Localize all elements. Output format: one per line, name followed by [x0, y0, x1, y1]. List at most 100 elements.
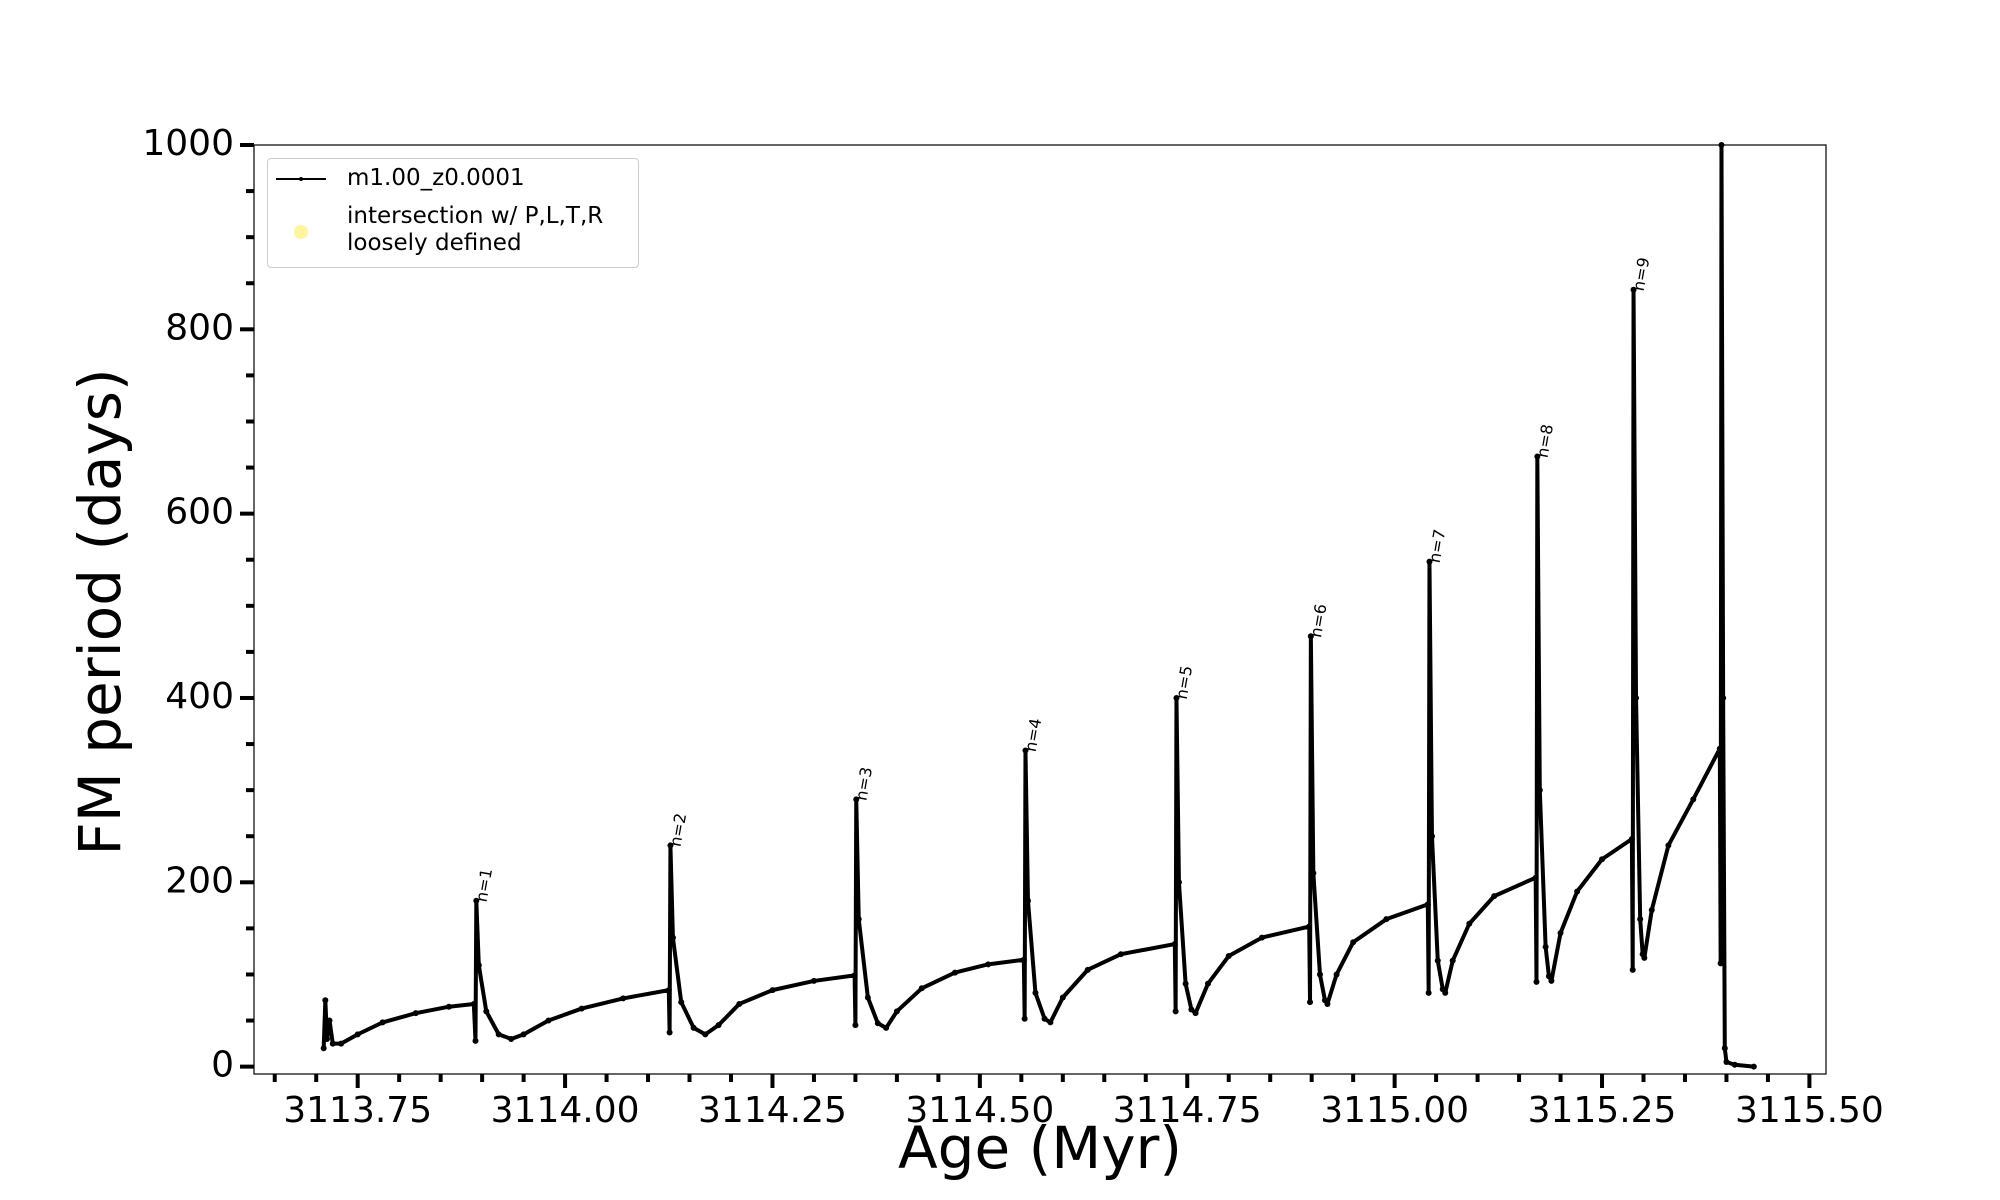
data-point [1750, 1063, 1757, 1070]
data-point [665, 987, 672, 994]
data-point [1204, 980, 1211, 987]
data-point [1718, 142, 1725, 148]
data-point [412, 1010, 419, 1017]
data-point [1192, 1010, 1199, 1017]
data-line [321, 143, 1755, 1069]
data-point [545, 1017, 552, 1024]
data-point [1182, 980, 1189, 987]
data-point [851, 972, 858, 979]
data-point [1442, 989, 1449, 996]
data-point [1633, 694, 1640, 701]
data-point [852, 1022, 859, 1029]
x-tick-label: 3113.75 [283, 1090, 432, 1131]
data-point [855, 916, 862, 923]
data-point [1731, 1061, 1738, 1068]
data-point [1545, 973, 1552, 980]
data-point [883, 1024, 890, 1031]
data-point [666, 1029, 673, 1036]
data-point [1041, 1015, 1048, 1022]
x-tick-label: 3115.25 [1528, 1090, 1677, 1131]
data-point [1425, 989, 1432, 996]
data-point [1542, 943, 1549, 950]
data-point [1084, 966, 1091, 973]
plot-frame [253, 144, 1827, 1075]
data-point [1690, 796, 1697, 803]
data-point [1534, 453, 1541, 460]
data-point [1428, 833, 1435, 840]
data-point [1024, 897, 1031, 904]
data-point [667, 842, 674, 849]
legend-label: m1.00_z0.0001 [347, 165, 525, 191]
data-point [620, 995, 627, 1002]
data-point [690, 1024, 697, 1031]
data-point [1424, 901, 1431, 908]
data-point [1466, 920, 1473, 927]
data-point [702, 1031, 709, 1038]
data-point [951, 969, 958, 976]
data-point [1630, 286, 1637, 293]
data-point [893, 1008, 900, 1015]
data-point [1225, 953, 1232, 960]
data-point [1171, 941, 1178, 948]
data-point [1324, 1000, 1331, 1007]
annotation: n=9 [1629, 256, 1654, 293]
data-point [1629, 966, 1636, 973]
data-point [1723, 1059, 1730, 1066]
y-tick-label: 1000 [142, 123, 234, 164]
data-point [1434, 957, 1441, 964]
data-point [1173, 694, 1180, 701]
legend-marker [294, 225, 308, 239]
data-point [320, 1045, 327, 1052]
data-point [1333, 971, 1340, 978]
data-point [1532, 874, 1539, 881]
data-point [715, 1022, 722, 1029]
data-point [1172, 1008, 1179, 1015]
x-tick-label: 3114.00 [491, 1090, 640, 1131]
data-point [1188, 1006, 1195, 1013]
data-point [1350, 939, 1357, 946]
data-point [1533, 978, 1540, 985]
legend-keys [276, 177, 326, 239]
x-tick-label: 3114.75 [1113, 1090, 1262, 1131]
data-point [483, 1008, 490, 1015]
data-point [1574, 888, 1581, 895]
y-axis-label: FM period (days) [66, 368, 134, 855]
data-point [1648, 906, 1655, 913]
x-tick-label: 3114.25 [698, 1090, 847, 1131]
annotation: n=8 [1533, 423, 1558, 460]
y-tick-label: 600 [165, 492, 234, 533]
data-point [1306, 923, 1313, 930]
y-tick-label: 200 [165, 860, 234, 901]
data-point [810, 977, 817, 984]
data-point [322, 997, 329, 1004]
data-point [324, 1035, 331, 1042]
data-point [495, 1031, 502, 1038]
data-point [1032, 989, 1039, 996]
data-point [678, 999, 685, 1006]
data-point [1720, 694, 1727, 701]
data-point [379, 1019, 386, 1026]
data-point [1307, 999, 1314, 1006]
y-tick-label: 800 [165, 307, 234, 348]
data-point [1628, 835, 1635, 842]
annotation: n=4 [1021, 717, 1046, 754]
y-tick-label: 0 [211, 1045, 234, 1086]
data-point [520, 1031, 527, 1038]
data-point [1716, 745, 1723, 752]
data-point [445, 1003, 452, 1010]
data-point [1599, 856, 1606, 863]
data-point [1022, 747, 1029, 754]
legend-marker [299, 177, 303, 181]
legend: m1.00_z0.0001 intersection w/ P,L,T,R lo… [267, 158, 639, 268]
x-tick-label: 3114.50 [905, 1090, 1054, 1131]
x-tick-label: 3115.00 [1320, 1090, 1469, 1131]
annotation: n=7 [1425, 528, 1450, 565]
data-point [578, 1005, 585, 1012]
data-point [874, 1020, 881, 1027]
data-point [1717, 960, 1724, 967]
data-point [769, 987, 776, 994]
data-point [354, 1031, 361, 1038]
data-point [1536, 787, 1543, 794]
data-point [1307, 633, 1314, 640]
